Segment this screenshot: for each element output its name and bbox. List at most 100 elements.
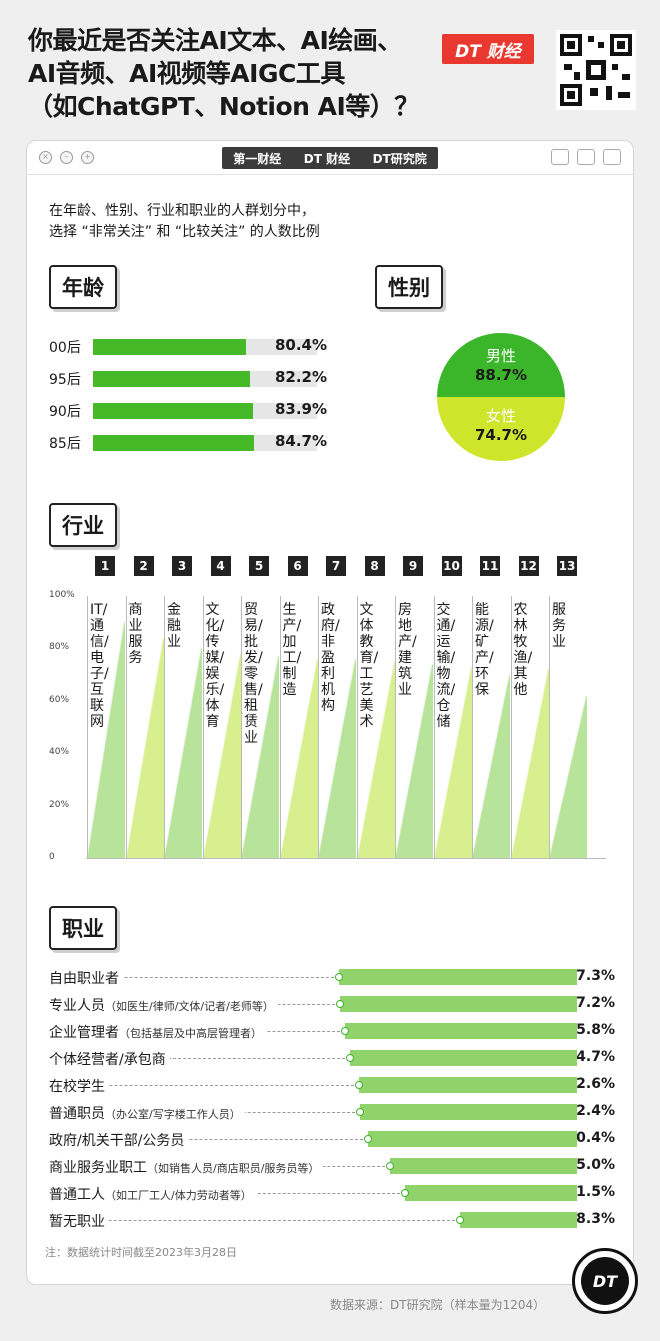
occupation-note: （包括基层及中高层管理者） (119, 1027, 262, 1040)
industry-bar (511, 669, 549, 858)
gender-female-half: 女性 74.7% (437, 397, 565, 461)
window-icon (577, 149, 595, 165)
dt-logo-text: DT (581, 1257, 629, 1305)
industry-number: 4 (210, 556, 231, 576)
data-source: 数据来源：DT研究院（样本量为1204） (330, 1298, 546, 1312)
occupation-name: 普通职员 (49, 1106, 105, 1122)
industry-label: IT/通信/电子/互联网 (90, 602, 109, 730)
leader-line (49, 1085, 359, 1086)
age-row: 90后 83.9% (49, 400, 327, 421)
industry-label: 文化/传媒/娱乐/体育 (205, 602, 225, 730)
age-label: 85后 (49, 436, 81, 452)
partner-logo: DT研究院 (372, 151, 427, 166)
age-track: 84.7% (93, 432, 327, 451)
gender-label: 男性 (485, 347, 516, 365)
industry-number: 13 (557, 556, 577, 576)
industry-number: 6 (287, 556, 308, 576)
age-label: 90后 (49, 404, 81, 420)
occupation-note: （如工厂工人/体力劳动者等） (105, 1189, 252, 1202)
occupation-name: 专业人员 (49, 998, 105, 1014)
industry-number: 5 (249, 556, 269, 576)
industry-bar (396, 664, 433, 858)
industry-column: 服务业 (549, 596, 587, 858)
occupation-row: 企业管理者（包括基层及中高层管理者） 85.8% (49, 1022, 615, 1042)
section-label-industry: 行业 (49, 503, 117, 547)
occupation-bar (368, 1131, 577, 1147)
bar-start-dot (456, 1216, 464, 1224)
occupation-name: 自由职业者 (49, 971, 119, 987)
brand-logo: DT 财经 (442, 34, 534, 64)
partner-logos: 第一财经 DT 财经 DT研究院 (222, 147, 438, 169)
maximize-icon: + (81, 151, 94, 164)
dt-logo: DT (572, 1248, 638, 1314)
occupation-bar (350, 1050, 577, 1066)
occupation-value: 85.8% (566, 1022, 615, 1038)
industry-number: 10 (441, 556, 462, 576)
industry-column: 农林牧渔/其他 (510, 596, 549, 858)
industry-chart: 100% 80% 60% 40% 20% 0 1 IT/通信/电子/互联网 2 商业服务 3 金融业 4… (49, 556, 617, 876)
industry-label: 房地产/建筑业 (398, 602, 417, 698)
occupation-name: 商业服务业职工 (49, 1160, 147, 1176)
y-tick-label: 100% (49, 590, 75, 600)
close-icon: × (39, 151, 52, 164)
industry-number: 1 (95, 556, 115, 576)
age-bar (93, 339, 246, 355)
partner-logo: 第一财经 (233, 151, 282, 166)
occupation-label: 商业服务业职工（如销售人员/商店职员/服务员等） (49, 1157, 324, 1177)
gender-label: 女性 (485, 407, 516, 425)
occupation-name: 普通工人 (49, 1187, 105, 1203)
industry-column: 能源/矿产/环保 (472, 596, 510, 858)
occupation-bar (390, 1158, 577, 1174)
section-label-gender: 性别 (375, 265, 443, 309)
page-title: 你最近是否关注AI文本、AI绘画、 AI音频、AI视频等AIGC工具 （如Cha… (28, 26, 419, 121)
y-tick-label: 80% (49, 642, 70, 653)
industry-label: 交通/运输/物流/仓储 (436, 602, 456, 730)
industry-bar (434, 666, 472, 858)
occupation-value: 75.0% (566, 1157, 615, 1173)
age-label: 95后 (49, 372, 81, 388)
occupation-name: 个体经营者/承包商 (49, 1052, 166, 1068)
industry-label: 文体教育/工艺美术 (359, 602, 379, 730)
industry-column: 生产/加工/制造 (279, 596, 318, 858)
age-row: 00后 80.4% (49, 336, 327, 357)
y-tick-label: 0 (49, 852, 55, 862)
occupation-bar (340, 996, 577, 1012)
y-tick-label: 40% (49, 747, 70, 758)
age-row: 95后 82.2% (49, 368, 327, 389)
age-bar (93, 371, 250, 387)
occupation-row: 暂无职业 58.3% (49, 1211, 615, 1231)
industry-bar (165, 648, 202, 858)
occupation-name: 在校学生 (49, 1079, 105, 1095)
chart-card: × – + 第一财经 DT 财经 DT研究院 在年龄、性别、行业和职业的人群划分… (26, 140, 634, 1285)
age-value: 83.9% (274, 400, 327, 418)
leader-line (49, 1058, 350, 1059)
industry-column: IT/通信/电子/互联网 (87, 596, 125, 858)
occupation-row: 商业服务业职工（如销售人员/商店职员/服务员等） 75.0% (49, 1157, 615, 1177)
industry-column: 文体教育/工艺美术 (356, 596, 395, 858)
occupation-row: 自由职业者 87.3% (49, 968, 615, 988)
bar-start-dot (356, 1108, 364, 1116)
industry-label: 服务业 (552, 602, 566, 650)
industry-number: 3 (172, 556, 192, 576)
occupation-bar (359, 1077, 577, 1093)
leader-line (49, 1220, 460, 1221)
age-track: 83.9% (93, 400, 327, 419)
industry-label: 生产/加工/制造 (282, 602, 302, 698)
industry-bar (280, 658, 318, 858)
industry-column: 商业服务 (125, 596, 164, 858)
window-controls: × – + (39, 151, 94, 164)
occupation-label: 自由职业者 (49, 968, 123, 988)
partner-logo: DT 财经 (303, 151, 351, 166)
industry-label: 金融业 (167, 602, 181, 650)
occupation-label: 暂无职业 (49, 1211, 109, 1231)
leader-line (49, 1139, 368, 1140)
occupation-row: 普通工人（如工厂工人/体力劳动者等） 71.5% (49, 1184, 615, 1204)
occupation-row: 专业人员（如医生/律师/文体/记者/老师等） 87.2% (49, 995, 615, 1015)
industry-column: 金融业 (164, 596, 202, 858)
occupation-value: 87.3% (566, 968, 615, 984)
age-value: 84.7% (274, 432, 327, 450)
occupation-note: （如医生/律师/文体/记者/老师等） (105, 1000, 274, 1013)
occupation-name: 暂无职业 (49, 1214, 105, 1230)
age-track: 80.4% (93, 336, 327, 355)
leader-line (49, 977, 339, 978)
